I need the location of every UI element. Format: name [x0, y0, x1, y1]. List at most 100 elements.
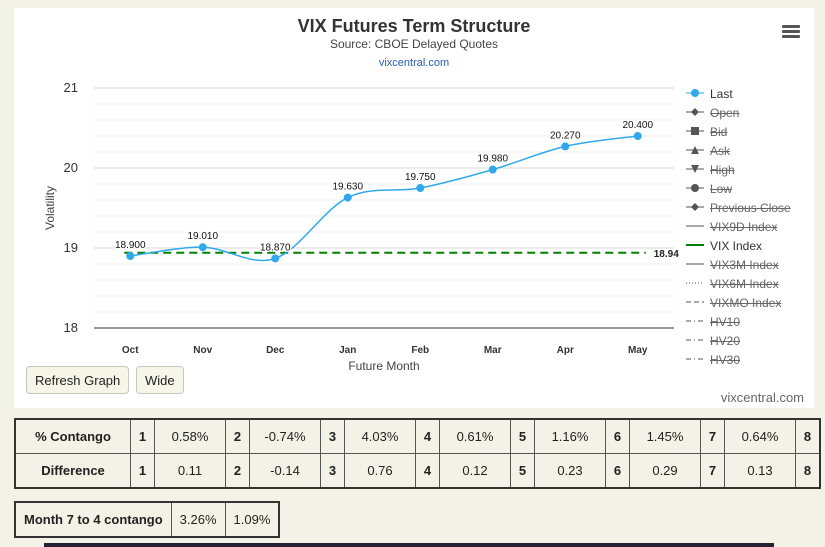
- data-label: 18.870: [260, 242, 291, 253]
- month-number: 8: [795, 418, 821, 454]
- data-label: 19.980: [477, 154, 508, 165]
- x-tick-label: Oct: [122, 345, 139, 356]
- x-tick-label: Nov: [193, 345, 212, 356]
- vix-index-label: 18.94: [654, 249, 679, 260]
- table-cell: 0.13: [724, 453, 796, 489]
- data-label: 19.010: [187, 231, 218, 242]
- month-number: 4: [415, 418, 440, 454]
- month-number: 2: [225, 453, 250, 489]
- last-data-point: [343, 193, 352, 202]
- table-cell: 0.29: [629, 453, 701, 489]
- term-structure-chart: 18 19 20 21 Oct Nov Dec Jan Feb Mar Apr May Future M…: [43, 80, 679, 373]
- circle-line-icon: [686, 184, 704, 192]
- legend-label: Last: [710, 87, 733, 101]
- table-cell: 0.61%: [439, 418, 511, 454]
- x-tick-label: Dec: [266, 345, 285, 356]
- table-cell: 0.12: [439, 453, 511, 489]
- month-7-4-contango-table: Month 7 to 4 contango 3.26% 1.09%: [14, 501, 281, 538]
- month-number: 8: [795, 453, 821, 489]
- last-series-line: [130, 135, 638, 262]
- solid-line-icon: [686, 244, 704, 246]
- x-tick-label: Jan: [339, 345, 356, 356]
- last-data-point: [126, 252, 135, 260]
- month-number: 7: [700, 418, 725, 454]
- table-cell: 1.45%: [629, 418, 701, 454]
- last-data-point: [416, 184, 425, 192]
- wide-button[interactable]: Wide: [136, 366, 184, 394]
- table-cell: -0.14: [249, 453, 321, 489]
- solid-line-icon: [686, 225, 704, 227]
- month-number: 7: [700, 453, 725, 489]
- y-tick-label: 21: [64, 80, 78, 95]
- legend-label: High: [710, 163, 735, 177]
- x-tick-label: Feb: [411, 345, 429, 356]
- month-number: 3: [320, 453, 345, 489]
- month-number: 3: [320, 418, 345, 454]
- table-cell: 1.16%: [534, 418, 606, 454]
- x-tick-label: Mar: [484, 345, 502, 356]
- y-tick-label: 20: [64, 160, 78, 175]
- legend-label: Previous Close: [710, 201, 791, 215]
- y-tick-label: 18: [64, 320, 78, 335]
- table-cell: 0.58%: [154, 418, 226, 454]
- legend-label: HV10: [710, 315, 741, 329]
- site-link[interactable]: vixcentral.com: [378, 57, 450, 69]
- month-number: 6: [605, 418, 630, 454]
- legend-label: Bid: [710, 125, 728, 139]
- table-cell: 4.03%: [344, 418, 416, 454]
- table-cell: 0.23: [534, 453, 606, 489]
- table-row: Difference 1 0.11 2 -0.14 3 0.76 4 0.12 …: [14, 453, 821, 489]
- legend-label: VIX6M Index: [710, 277, 779, 291]
- month-number: 1: [130, 453, 155, 489]
- row-header: Difference: [14, 453, 131, 489]
- data-label: 19.630: [332, 182, 363, 193]
- last-data-point: [198, 243, 207, 252]
- legend-label: VIX Index: [710, 239, 763, 253]
- y-axis-title: Volatility: [43, 186, 57, 230]
- contango-value-2: 1.09%: [224, 501, 280, 538]
- last-data-point: [488, 165, 497, 174]
- dotted-line-icon: [686, 282, 704, 284]
- last-data-point: [271, 254, 280, 263]
- contango-stats-table: % Contango 1 0.58% 2 -0.74% 3 4.03% 4 0.…: [14, 418, 821, 489]
- dash-dot-line-icon: [686, 339, 704, 341]
- contango-label: Month 7 to 4 contango: [14, 501, 172, 538]
- contango-value-1: 3.26%: [170, 501, 226, 538]
- dash-dot-line-icon: [686, 358, 704, 360]
- table-cell: -0.74%: [249, 418, 321, 454]
- legend-label: Low: [710, 182, 733, 196]
- triangle-down-line-icon: [686, 165, 704, 173]
- legend-label: VIX9D Index: [710, 220, 778, 234]
- circle-line-icon: [686, 89, 704, 97]
- triangle-line-icon: [686, 146, 704, 154]
- bottom-strip: [44, 543, 774, 547]
- chart-panel: VIX Futures Term Structure Source: CBOE …: [14, 8, 814, 408]
- last-data-point: [561, 142, 570, 151]
- legend-label: HV20: [710, 334, 741, 348]
- site-credit[interactable]: vixcentral.com: [720, 390, 804, 405]
- refresh-graph-button[interactable]: Refresh Graph: [26, 366, 130, 394]
- data-label: 19.750: [405, 172, 436, 183]
- x-tick-label: Apr: [557, 345, 574, 356]
- x-axis-title: Future Month: [348, 359, 419, 373]
- month-number: 2: [225, 418, 250, 454]
- legend-label: HV30: [710, 353, 741, 367]
- table-cell: 0.11: [154, 453, 226, 489]
- table-cell: 0.76: [344, 453, 416, 489]
- square-line-icon: [686, 127, 704, 135]
- legend-label: Ask: [710, 144, 731, 158]
- data-label: 20.400: [622, 120, 653, 131]
- menu-icon[interactable]: [782, 25, 800, 39]
- solid-line-icon: [686, 263, 704, 265]
- chart-subtitle: Source: CBOE Delayed Quotes: [329, 37, 499, 51]
- row-header: % Contango: [14, 418, 131, 454]
- table-row: % Contango 1 0.58% 2 -0.74% 3 4.03% 4 0.…: [14, 418, 821, 454]
- table-cell: 0.64%: [724, 418, 796, 454]
- dash-dot-line-icon: [686, 320, 704, 322]
- y-tick-label: 19: [64, 240, 78, 255]
- month-number: 5: [510, 418, 535, 454]
- table-row: Month 7 to 4 contango 3.26% 1.09%: [14, 501, 280, 538]
- month-number: 1: [130, 418, 155, 454]
- month-number: 5: [510, 453, 535, 489]
- legend-label: VIX3M Index: [710, 258, 779, 272]
